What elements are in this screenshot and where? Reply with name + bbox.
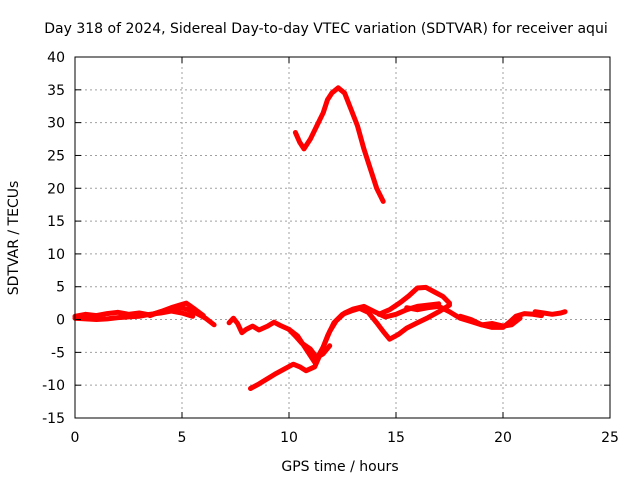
y-tick-label: 35 xyxy=(47,83,65,99)
y-tick-label: 25 xyxy=(47,148,65,164)
x-axis-label: GPS time / hours xyxy=(281,459,398,475)
plot-frame xyxy=(74,56,611,419)
x-tick-label: 20 xyxy=(494,430,512,446)
y-tick-label: 0 xyxy=(56,313,65,329)
series-line-arc-night xyxy=(532,309,568,317)
series-line-arc-early-lower xyxy=(72,308,196,322)
series-line-arc-early-hump xyxy=(147,300,206,319)
y-tick-label: 5 xyxy=(56,280,65,296)
chart-title: Day 318 of 2024, Sidereal Day-to-day VTE… xyxy=(44,21,607,37)
y-axis-label: SDTVAR / TECUs xyxy=(6,181,22,296)
x-tick-label: 10 xyxy=(280,430,298,446)
x-tick-label: 0 xyxy=(71,430,80,446)
y-tick-label: 15 xyxy=(47,214,65,230)
chart-grid xyxy=(75,57,610,418)
y-tick-label: 40 xyxy=(47,50,65,66)
x-tick-label: 15 xyxy=(387,430,405,446)
y-tick-label: 20 xyxy=(47,181,65,197)
axis-ticks: 0 5 10 15 20 25 -15 -10 -5 0 5 10 15 20 25 30 35 40 xyxy=(42,50,619,446)
chart-series xyxy=(72,85,568,391)
x-tick-label: 25 xyxy=(601,430,619,446)
y-tick-label: 10 xyxy=(47,247,65,263)
series-line-arc-evening xyxy=(457,311,544,330)
y-tick-label: 30 xyxy=(47,116,65,132)
series-line-arc-high xyxy=(292,85,386,204)
series-line-arc-afternoon xyxy=(376,284,452,317)
y-tick-label: -10 xyxy=(42,378,65,394)
y-tick-label: -15 xyxy=(42,411,65,427)
x-tick-label: 5 xyxy=(178,430,187,446)
y-tick-label: -5 xyxy=(51,345,65,361)
series-line-arc-morning xyxy=(226,315,333,361)
series-line-arc-midday-a xyxy=(248,302,452,391)
